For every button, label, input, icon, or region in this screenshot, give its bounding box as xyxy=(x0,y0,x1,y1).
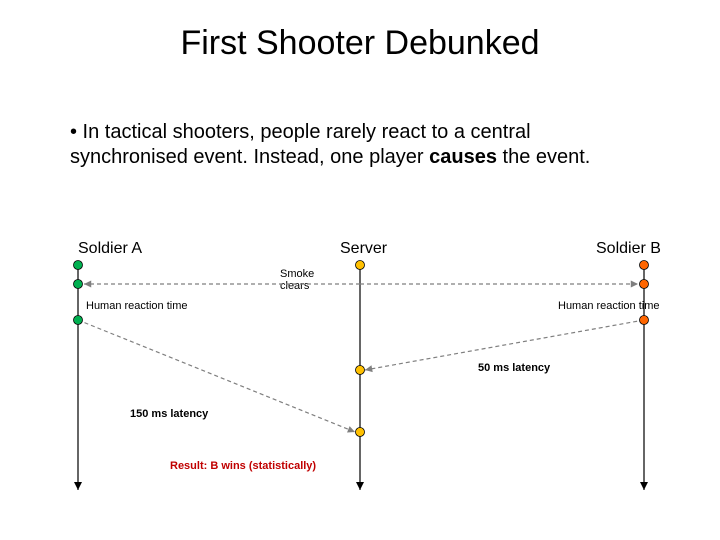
timeline-diagram xyxy=(0,0,720,540)
